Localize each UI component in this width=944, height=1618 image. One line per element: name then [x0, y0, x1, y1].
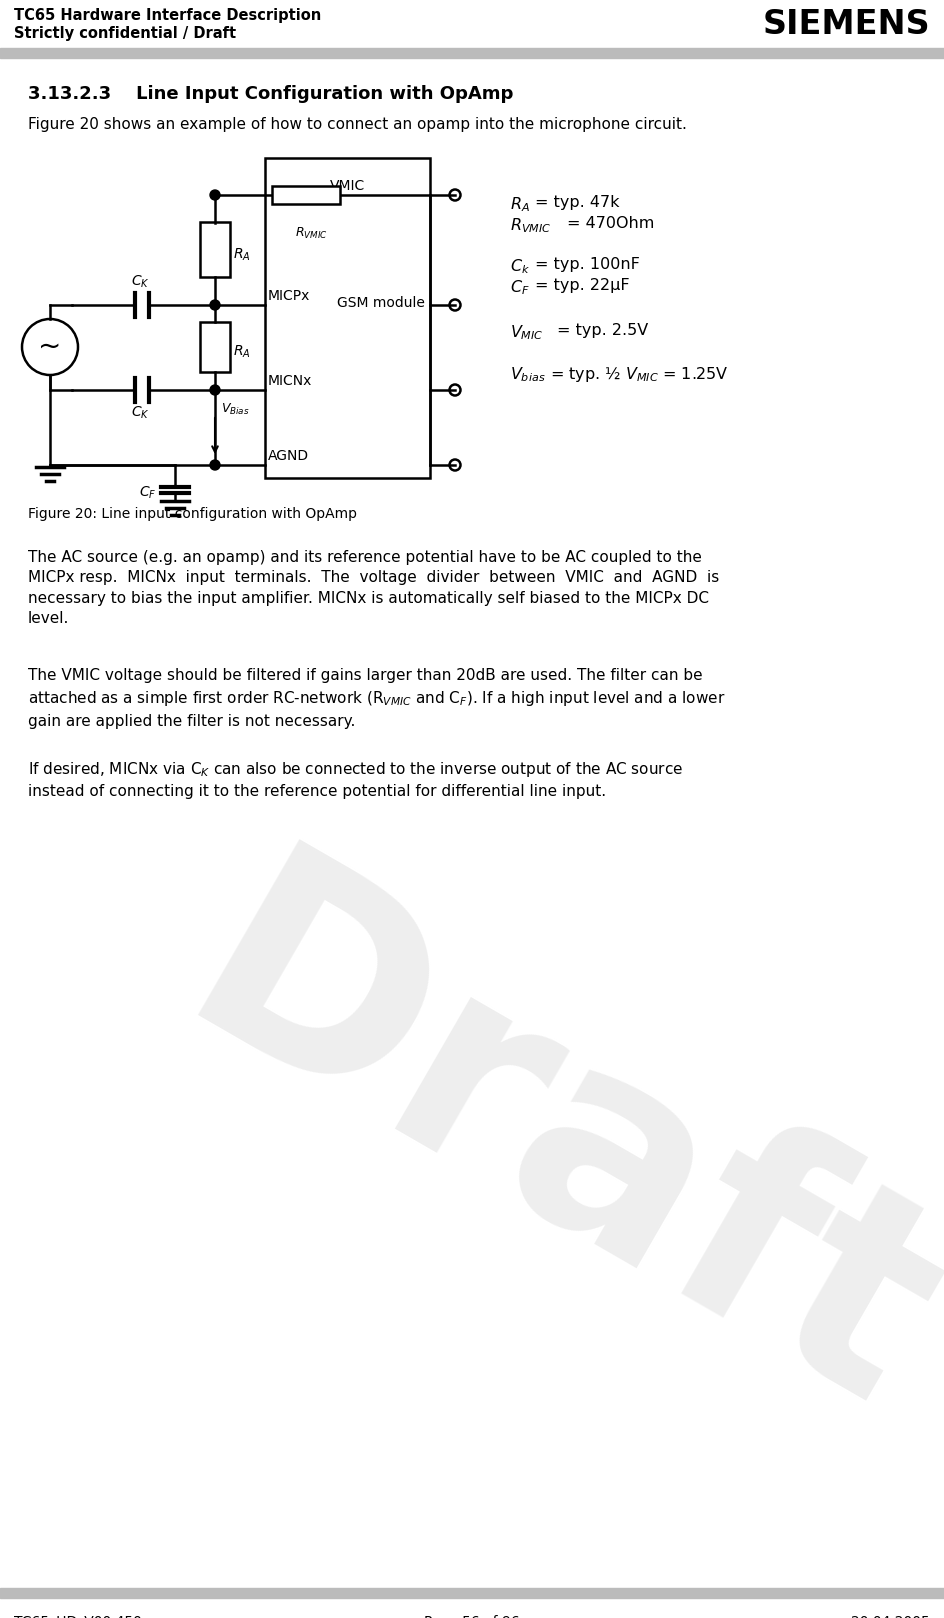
- Bar: [200, 322, 229, 372]
- Text: MICNx: MICNx: [268, 374, 312, 388]
- Text: $C_K$: $C_K$: [130, 273, 149, 290]
- Text: = 470Ohm: = 470Ohm: [566, 215, 653, 231]
- Text: The VMIC voltage should be filtered if gains larger than 20dB are used. The filt: The VMIC voltage should be filtered if g…: [28, 668, 725, 728]
- Text: MICPx: MICPx: [268, 290, 310, 303]
- Text: If desired, MICNx via C$_K$ can also be connected to the inverse output of the A: If desired, MICNx via C$_K$ can also be …: [28, 760, 683, 799]
- Text: 20.04.2005: 20.04.2005: [851, 1615, 929, 1618]
- Bar: [200, 222, 229, 277]
- Text: TC65_HD_V00.450: TC65_HD_V00.450: [14, 1615, 142, 1618]
- Circle shape: [22, 319, 78, 375]
- Text: Figure 20: Line input configuration with OpAmp: Figure 20: Line input configuration with…: [28, 506, 357, 521]
- Text: = typ. 22µF: = typ. 22µF: [534, 278, 629, 293]
- Text: GSM module: GSM module: [337, 296, 425, 311]
- Text: $V_{MIC}$: $V_{MIC}$: [510, 324, 543, 341]
- Text: VMIC: VMIC: [329, 180, 365, 193]
- Text: = typ. 47k: = typ. 47k: [534, 196, 619, 210]
- Bar: [0, 49, 944, 58]
- Bar: [0, 1587, 944, 1599]
- Text: = typ. 2.5V: = typ. 2.5V: [556, 324, 648, 338]
- Text: $R_{VMIC}$: $R_{VMIC}$: [510, 215, 551, 235]
- Circle shape: [210, 189, 220, 201]
- Text: $V_{Bias}$: $V_{Bias}$: [221, 401, 249, 417]
- Text: $V_{bias}$: $V_{bias}$: [510, 366, 545, 383]
- Text: SIEMENS: SIEMENS: [762, 8, 929, 40]
- Text: $R_A$: $R_A$: [233, 248, 250, 264]
- Text: $C_K$: $C_K$: [130, 404, 149, 421]
- Circle shape: [210, 460, 220, 469]
- Text: Draft: Draft: [143, 832, 944, 1469]
- Text: Strictly confidential / Draft: Strictly confidential / Draft: [14, 26, 236, 40]
- Text: Figure 20 shows an example of how to connect an opamp into the microphone circui: Figure 20 shows an example of how to con…: [28, 116, 686, 133]
- Text: 3.13.2.3    Line Input Configuration with OpAmp: 3.13.2.3 Line Input Configuration with O…: [28, 86, 513, 104]
- Text: = typ. 100nF: = typ. 100nF: [534, 257, 639, 272]
- Text: $C_F$: $C_F$: [139, 485, 156, 502]
- Text: $C_F$: $C_F$: [510, 278, 530, 296]
- Bar: [272, 186, 340, 204]
- Text: $R_A$: $R_A$: [510, 196, 530, 214]
- Text: TC65 Hardware Interface Description: TC65 Hardware Interface Description: [14, 8, 321, 23]
- Text: $R_A$: $R_A$: [233, 343, 250, 361]
- Text: = typ. ½ $V_{MIC}$ = 1.25V: = typ. ½ $V_{MIC}$ = 1.25V: [549, 366, 728, 383]
- Text: $C_k$: $C_k$: [510, 257, 530, 275]
- Circle shape: [210, 299, 220, 311]
- Text: The AC source (e.g. an opamp) and its reference potential have to be AC coupled : The AC source (e.g. an opamp) and its re…: [28, 550, 718, 626]
- Text: AGND: AGND: [268, 450, 309, 463]
- Bar: [264, 159, 430, 477]
- Circle shape: [210, 385, 220, 395]
- Text: ~: ~: [39, 333, 61, 361]
- Text: Page 56 of 96: Page 56 of 96: [424, 1615, 519, 1618]
- Text: $R_{VMIC}$: $R_{VMIC}$: [295, 227, 327, 241]
